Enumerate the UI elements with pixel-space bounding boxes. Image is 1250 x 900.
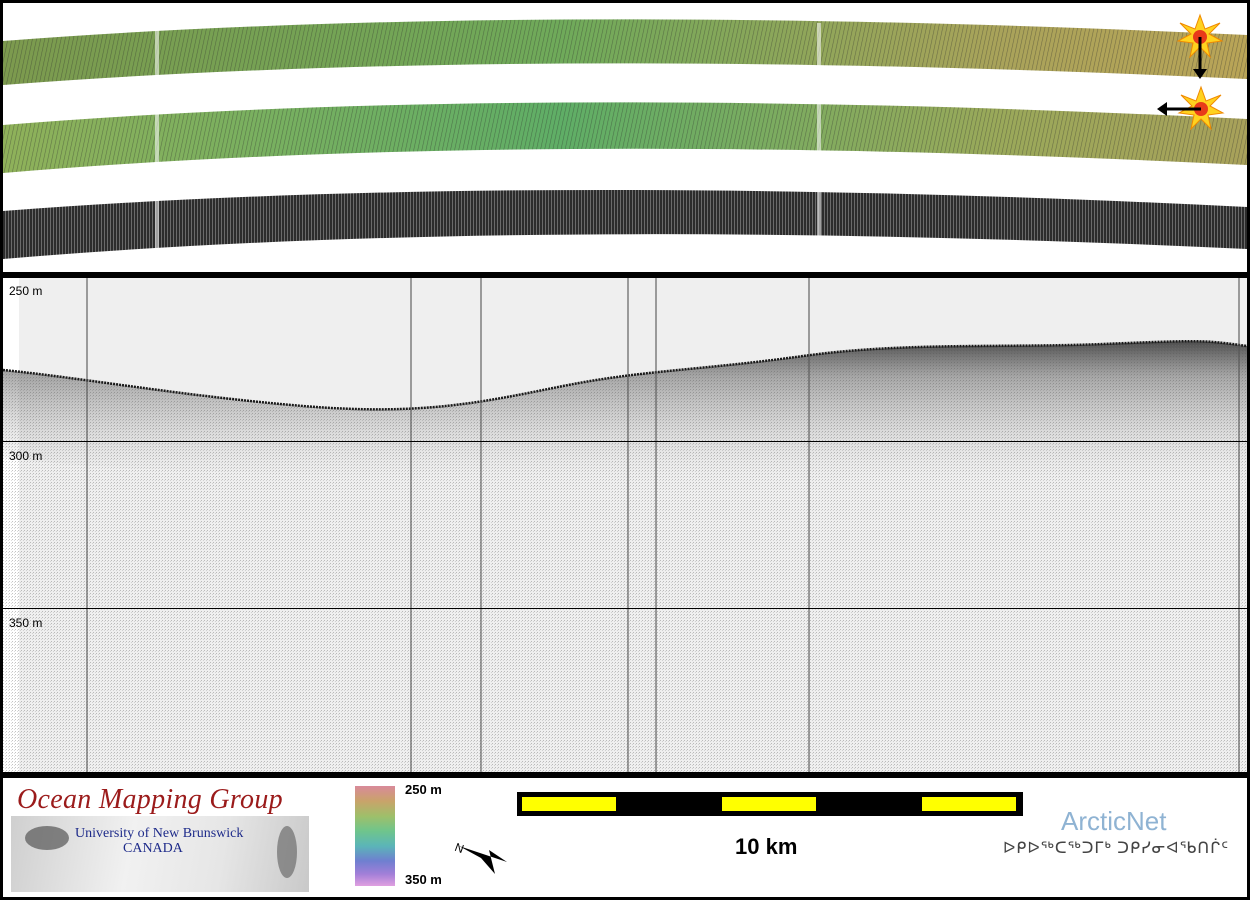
north-label: N — [453, 840, 466, 856]
depth-colorbar — [355, 786, 395, 886]
depth-label-350: 350 m — [9, 616, 43, 630]
omg-logo-art — [25, 826, 297, 878]
swath-strips — [3, 13, 1247, 263]
scale-bar — [517, 792, 1023, 816]
colorbar-top-label: 250 m — [405, 782, 442, 797]
subbottom-profile-panel: 250 m 300 m 350 m — [3, 278, 1247, 772]
depth-label-250: 250 m — [9, 284, 43, 298]
depth-gridline-300 — [3, 441, 1247, 442]
omg-title: Ocean Mapping Group — [17, 784, 283, 815]
arrow-down-icon — [1193, 37, 1207, 79]
arrow-left-icon — [1157, 102, 1201, 116]
omg-country: CANADA — [123, 841, 183, 856]
scale-bar-segment — [922, 797, 1016, 811]
omg-university: University of New Brunswick — [75, 826, 244, 841]
arcticnet-logo: ArcticNet — [1061, 806, 1167, 836]
depth-gridline-350 — [3, 608, 1247, 609]
legend-panel: Ocean Mapping Group University of New Br… — [3, 778, 1247, 897]
subbottom-profile — [3, 278, 1247, 772]
colorbar-bottom-label: 350 m — [405, 872, 442, 887]
omg-logo-background — [11, 816, 309, 892]
scale-bar-segment — [522, 797, 616, 811]
scale-label: 10 km — [735, 834, 798, 859]
north-arrow-icon: N — [453, 840, 507, 874]
arcticnet-syllabics: ᐅᑭᐅᖅᑕᖅᑐᒥᒃ ᑐᑭᓯᓂᐊᖃᑎᒌᑦ — [1003, 840, 1230, 857]
depth-label-300: 300 m — [9, 449, 43, 463]
swath-strips-panel — [3, 3, 1247, 272]
scale-bar-segment — [722, 797, 816, 811]
swath-strip-3-backscatter — [3, 189, 1247, 259]
